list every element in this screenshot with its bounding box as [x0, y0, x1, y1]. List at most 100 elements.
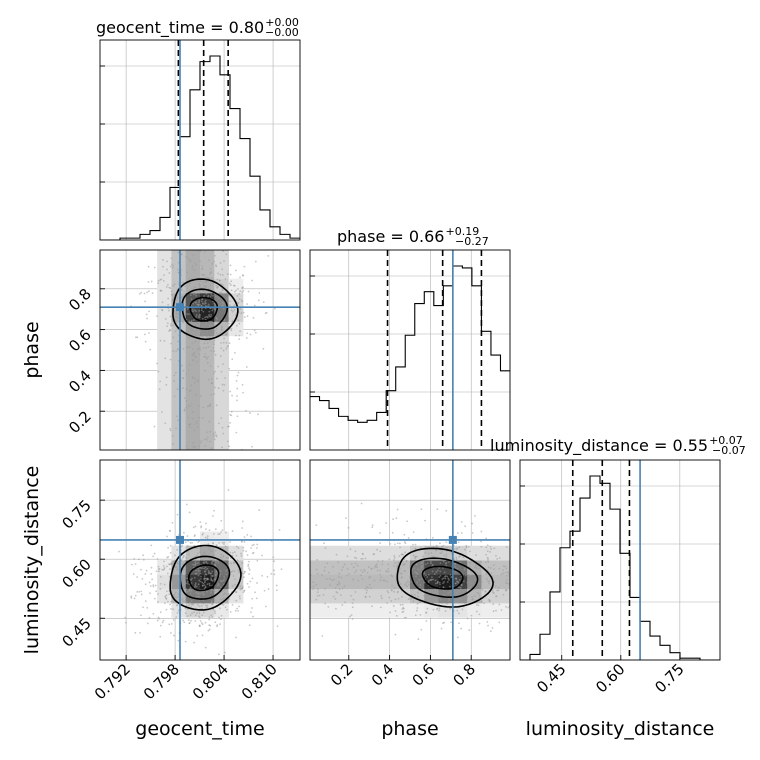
sample-point [403, 563, 406, 566]
sample-point [220, 370, 223, 373]
sample-point [144, 300, 147, 303]
sample-point [210, 333, 213, 336]
sample-point [137, 558, 140, 561]
sample-point [215, 264, 217, 267]
sample-point [142, 554, 145, 557]
sample-point [191, 411, 194, 413]
sample-point [427, 581, 430, 584]
sample-point [174, 591, 177, 594]
sample-point [209, 365, 212, 368]
sample-point [398, 542, 401, 545]
sample-point [169, 429, 172, 432]
sample-point [316, 594, 319, 597]
sample-point [247, 290, 250, 293]
sample-point [194, 340, 197, 343]
sample-point [177, 419, 179, 422]
sample-point [163, 560, 165, 563]
sample-point [245, 366, 248, 368]
sample-point [475, 566, 478, 569]
sample-point [436, 607, 439, 610]
sample-point [478, 594, 481, 597]
sample-point [237, 547, 240, 550]
axis-labels: geocent_time phase luminosity_distance p… [21, 321, 714, 740]
sample-point [431, 563, 434, 566]
sample-point [214, 621, 217, 624]
sample-point [201, 265, 204, 268]
sample-point [130, 595, 133, 598]
sample-point [240, 312, 243, 315]
sample-point [443, 581, 446, 583]
sample-point [204, 438, 207, 441]
sample-point [206, 316, 209, 319]
sample-point [208, 324, 211, 327]
sample-point [441, 545, 444, 548]
sample-point [405, 582, 408, 584]
sample-point [187, 257, 190, 260]
sample-point [251, 607, 253, 609]
sample-point [228, 322, 230, 325]
sample-point [470, 582, 473, 585]
density-cell [157, 364, 172, 380]
sample-point [404, 616, 407, 619]
sample-point [414, 555, 417, 558]
sample-point [485, 572, 488, 575]
sample-point [198, 301, 200, 304]
sample-point [412, 554, 415, 557]
sample-point [230, 329, 233, 332]
sample-point [426, 607, 429, 610]
sample-point [449, 585, 451, 588]
sample-point [262, 301, 265, 304]
sample-point [183, 397, 186, 399]
sample-point [207, 303, 210, 306]
sample-point [206, 537, 209, 540]
sample-point [343, 563, 346, 566]
sample-point [219, 331, 222, 334]
sample-point [174, 330, 177, 333]
sample-point [148, 310, 150, 313]
sample-point [458, 612, 460, 615]
y-tick-label: 0.75 [58, 496, 94, 532]
density-cell [495, 602, 510, 618]
sample-point [142, 558, 145, 561]
sample-point [242, 274, 244, 276]
sample-point [194, 377, 197, 380]
sample-point [502, 572, 505, 575]
sample-point [473, 595, 476, 597]
sample-point [176, 513, 179, 516]
sample-point [366, 571, 369, 574]
sample-point [224, 545, 227, 548]
sample-point [151, 292, 154, 295]
sample-point [197, 592, 200, 595]
density-cell [200, 250, 215, 265]
sample-point [445, 546, 448, 549]
sample-point [191, 612, 193, 615]
sample-point [202, 591, 205, 594]
sample-point [208, 339, 211, 342]
x-tick-label: 0.75 [651, 660, 687, 696]
title-luminosity-distance-minus: −0.07 [712, 444, 746, 457]
sample-point [185, 255, 187, 258]
sample-point [436, 508, 439, 511]
sample-point [350, 563, 353, 565]
sample-point [219, 556, 222, 559]
sample-point [345, 517, 347, 520]
sample-point [427, 573, 430, 576]
sample-point [234, 609, 237, 612]
sample-point [169, 544, 172, 547]
sample-point [420, 628, 423, 631]
sample-point [460, 598, 462, 601]
sample-point [188, 320, 191, 323]
density-cell [381, 574, 397, 590]
density-cell [185, 392, 201, 408]
sample-point [455, 556, 458, 559]
sample-point [239, 308, 242, 310]
sample-point [485, 537, 487, 540]
sample-point [215, 284, 218, 287]
sample-point [202, 582, 205, 585]
sample-point [420, 508, 423, 511]
sample-point [248, 624, 251, 627]
sample-point [181, 598, 184, 601]
sample-point [193, 534, 196, 537]
sample-point [220, 553, 223, 556]
sample-point [185, 503, 188, 506]
